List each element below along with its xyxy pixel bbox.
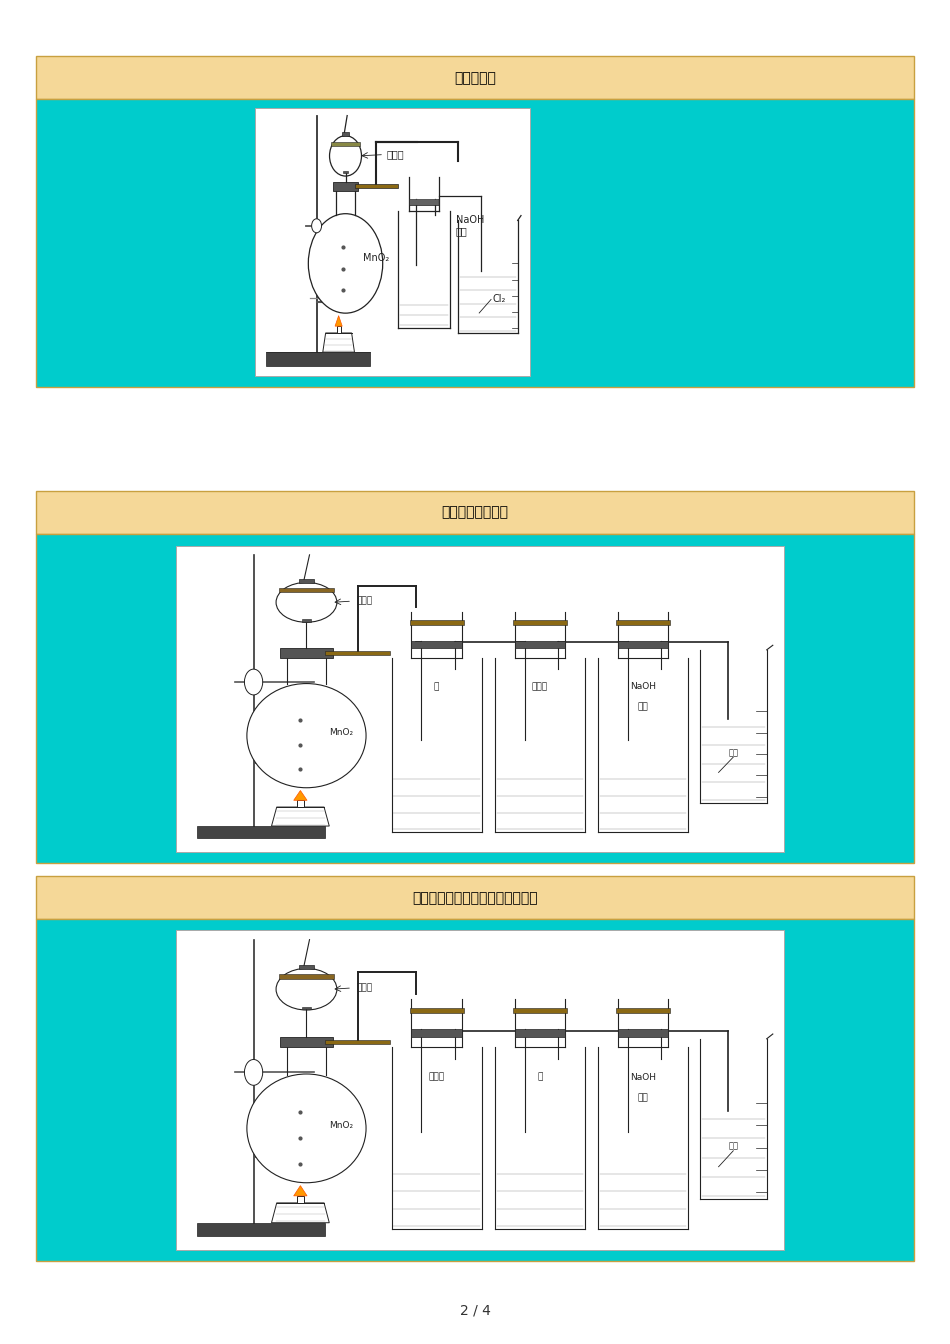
Bar (617, 621, 671, 625)
Text: 溶液: 溶液 (456, 227, 467, 237)
Bar (266, 352, 370, 366)
Text: 氯气的制取与净化: 氯气的制取与净化 (442, 505, 508, 519)
Bar (325, 650, 390, 655)
Bar (36, 56, 914, 99)
Ellipse shape (247, 1074, 366, 1183)
Text: 水: 水 (538, 1073, 542, 1082)
Bar (297, 1196, 304, 1203)
Text: 2 / 4: 2 / 4 (460, 1304, 490, 1317)
Bar (336, 327, 340, 333)
Polygon shape (335, 316, 342, 327)
Circle shape (312, 219, 321, 233)
Ellipse shape (330, 136, 362, 176)
Bar (176, 546, 784, 852)
Bar (513, 1008, 567, 1012)
Bar (197, 1223, 325, 1235)
Circle shape (244, 669, 263, 695)
Text: 浓盐酸: 浓盐酸 (387, 149, 405, 160)
Bar (197, 827, 325, 839)
Text: 组装有误的氯气制取与净化装置图: 组装有误的氯气制取与净化装置图 (412, 891, 538, 905)
Bar (302, 1007, 311, 1009)
Polygon shape (272, 806, 330, 827)
Text: MnO₂: MnO₂ (364, 253, 390, 263)
Polygon shape (294, 790, 307, 800)
Text: 浓硫酸: 浓硫酸 (532, 681, 548, 691)
Bar (513, 621, 567, 625)
Bar (36, 491, 914, 534)
Bar (36, 876, 914, 919)
Bar (411, 1030, 462, 1036)
Bar (36, 99, 914, 387)
Text: NaOH: NaOH (630, 1073, 656, 1082)
Ellipse shape (247, 684, 366, 788)
Bar (302, 620, 311, 622)
Bar (409, 199, 439, 204)
Text: NaOH: NaOH (630, 681, 656, 691)
Bar (298, 579, 314, 583)
Bar (298, 965, 314, 969)
Circle shape (244, 1059, 263, 1086)
Bar (278, 587, 334, 593)
Text: 氯气: 氯气 (729, 749, 738, 757)
Bar (255, 108, 530, 376)
Text: 浓盐酸: 浓盐酸 (357, 597, 373, 605)
Bar (279, 648, 333, 657)
Polygon shape (294, 1185, 307, 1196)
Bar (332, 183, 358, 191)
Bar (332, 142, 360, 146)
Bar (409, 621, 464, 625)
Bar (297, 800, 304, 806)
Bar (278, 974, 334, 978)
Ellipse shape (276, 582, 337, 622)
Bar (325, 1040, 390, 1044)
Ellipse shape (276, 969, 337, 1011)
Bar (279, 1038, 333, 1047)
Bar (176, 930, 784, 1250)
Bar (618, 641, 669, 648)
Bar (343, 171, 348, 173)
Bar (354, 184, 398, 188)
Bar (515, 641, 565, 648)
Text: 氯气的制取: 氯气的制取 (454, 71, 496, 85)
Text: 水: 水 (434, 681, 439, 691)
Bar (36, 534, 914, 863)
Text: 浓盐酸: 浓盐酸 (357, 982, 373, 992)
Text: 溶液: 溶液 (638, 1094, 649, 1102)
Polygon shape (272, 1203, 330, 1223)
Text: MnO₂: MnO₂ (329, 728, 353, 737)
Bar (409, 1008, 464, 1012)
Bar (411, 641, 462, 648)
Bar (618, 1030, 669, 1036)
Text: MnO₂: MnO₂ (329, 1121, 353, 1130)
Ellipse shape (309, 214, 383, 313)
Bar (36, 919, 914, 1261)
Text: 氯气: 氯气 (729, 1141, 738, 1150)
Polygon shape (323, 333, 354, 352)
Bar (515, 1030, 565, 1036)
Text: 溶液: 溶液 (638, 702, 649, 711)
Bar (342, 132, 350, 136)
Text: Cl₂: Cl₂ (493, 294, 506, 305)
Bar (617, 1008, 671, 1012)
Text: NaOH: NaOH (456, 215, 484, 224)
Text: 浓硫酸: 浓硫酸 (428, 1073, 445, 1082)
